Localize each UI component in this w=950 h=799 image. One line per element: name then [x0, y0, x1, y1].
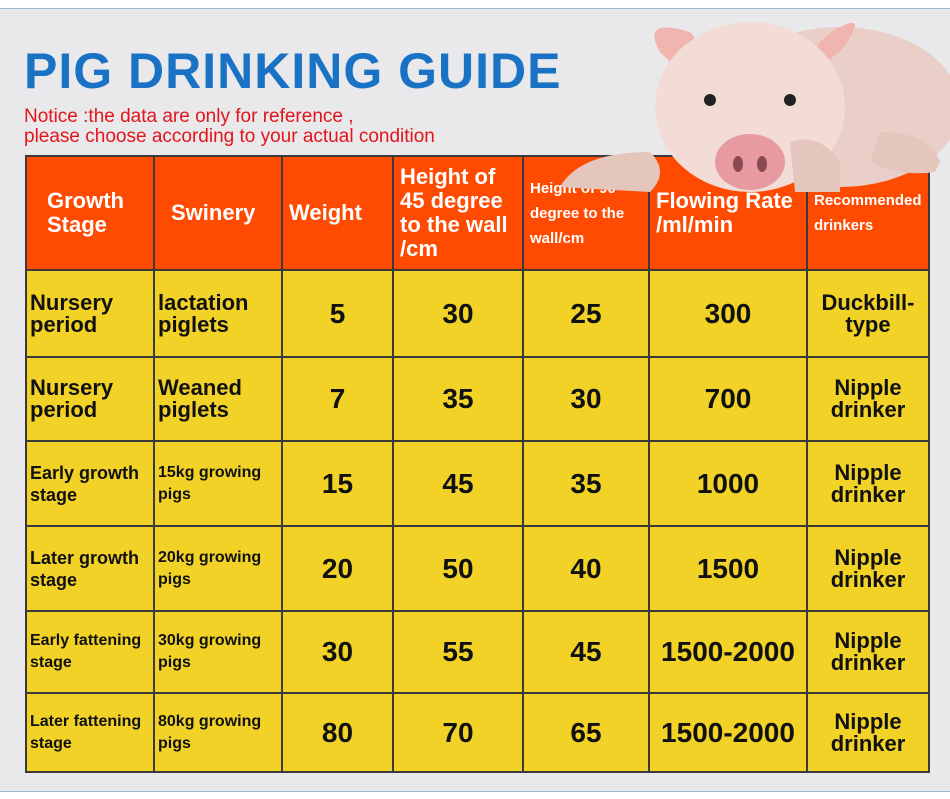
table-row: Later growth stage 20kg growing pigs 20 50 4… — [25, 525, 930, 612]
header-growth-stage: Growth Stage — [25, 155, 155, 271]
growth-stage-cell: Early growth stage — [25, 440, 155, 527]
notice-line-1: Notice :the data are only for reference … — [24, 106, 354, 127]
table-row: Nursery period Weaned piglets 7 35 30 700 Nipp… — [25, 356, 930, 442]
drinker-cell: Duckbill-type — [806, 269, 930, 358]
table-row: Early growth stage 15kg growing pigs 15 45 3… — [25, 440, 930, 527]
drinker-cell: Nipple drinker — [806, 440, 930, 527]
height-45-cell: 70 — [392, 692, 524, 773]
drinker-cell: Nipple drinker — [806, 610, 930, 694]
table-row: Early fattening stage 30kg growing pigs 30… — [25, 610, 930, 694]
height-45-cell: 55 — [392, 610, 524, 694]
weight-cell: 15 — [281, 440, 394, 527]
height-90-cell: 65 — [522, 692, 650, 773]
weight-cell: 80 — [281, 692, 394, 773]
drinker-cell: Nipple drinker — [806, 356, 930, 442]
table-row: Later fattening stage 80kg growing pigs 80… — [25, 692, 930, 773]
table-row: Nursery period lactation piglets 5 30 25 300 D… — [25, 269, 930, 358]
flowing-rate-cell: 300 — [648, 269, 808, 358]
growth-stage-cell: Later growth stage — [25, 525, 155, 612]
height-90-cell: 30 — [522, 356, 650, 442]
notice-line-2: please choose according to your actual c… — [24, 126, 435, 147]
pig-image — [560, 22, 950, 192]
growth-stage-cell: Early fattening stage — [25, 610, 155, 694]
height-90-cell: 40 — [522, 525, 650, 612]
height-90-cell: 25 — [522, 269, 650, 358]
drinker-cell: Nipple drinker — [806, 692, 930, 773]
swinery-cell: 80kg growing pigs — [153, 692, 283, 773]
swinery-cell: Weaned piglets — [153, 356, 283, 442]
swinery-cell: 20kg growing pigs — [153, 525, 283, 612]
height-45-cell: 30 — [392, 269, 524, 358]
flowing-rate-cell: 1000 — [648, 440, 808, 527]
weight-cell: 5 — [281, 269, 394, 358]
notice-text: Notice :the data are only for reference … — [24, 107, 435, 147]
flowing-rate-cell: 1500-2000 — [648, 692, 808, 773]
growth-stage-cell: Later fattening stage — [25, 692, 155, 773]
header-height-45: Height of 45 degree to the wall /cm — [392, 155, 524, 271]
page-title: PIG DRINKING GUIDE — [24, 43, 562, 99]
swinery-cell: 30kg growing pigs — [153, 610, 283, 694]
weight-cell: 30 — [281, 610, 394, 694]
drinker-cell: Nipple drinker — [806, 525, 930, 612]
weight-cell: 7 — [281, 356, 394, 442]
drinking-guide-table: Growth Stage Swinery Weight Height of 45… — [25, 155, 930, 773]
flowing-rate-cell: 700 — [648, 356, 808, 442]
height-90-cell: 35 — [522, 440, 650, 527]
swinery-cell: lactation piglets — [153, 269, 283, 358]
height-45-cell: 45 — [392, 440, 524, 527]
growth-stage-cell: Nursery period — [25, 356, 155, 442]
flowing-rate-cell: 1500 — [648, 525, 808, 612]
weight-cell: 20 — [281, 525, 394, 612]
height-45-cell: 50 — [392, 525, 524, 612]
height-90-cell: 45 — [522, 610, 650, 694]
swinery-cell: 15kg growing pigs — [153, 440, 283, 527]
header-row: Growth Stage Swinery Weight Height of 45… — [25, 155, 930, 271]
height-45-cell: 35 — [392, 356, 524, 442]
header-swinery: Swinery — [153, 155, 283, 271]
header-weight: Weight — [281, 155, 394, 271]
growth-stage-cell: Nursery period — [25, 269, 155, 358]
flowing-rate-cell: 1500-2000 — [648, 610, 808, 694]
